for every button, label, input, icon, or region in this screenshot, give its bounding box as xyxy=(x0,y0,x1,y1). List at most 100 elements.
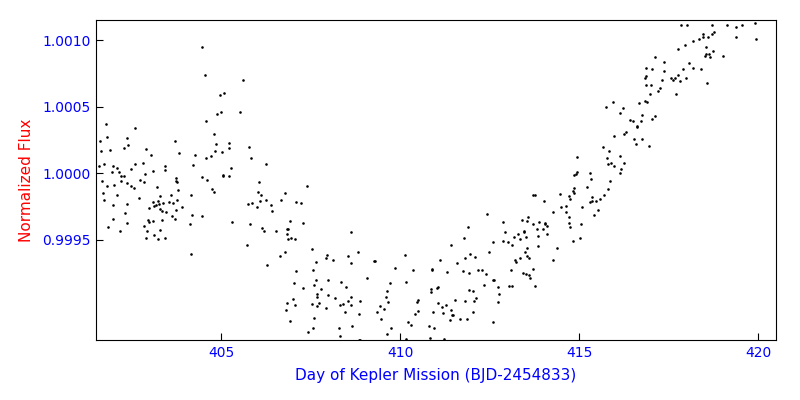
Point xyxy=(254,197,267,204)
Point xyxy=(422,322,435,329)
Point xyxy=(114,178,127,184)
Point xyxy=(677,66,690,72)
Point xyxy=(668,75,681,82)
Point xyxy=(446,312,459,318)
Point xyxy=(630,141,643,148)
Point xyxy=(338,308,351,315)
Point xyxy=(458,235,470,241)
Point xyxy=(510,258,522,265)
Point xyxy=(188,152,201,158)
Point xyxy=(152,235,165,242)
Point xyxy=(585,176,598,182)
Point xyxy=(458,255,471,261)
Point xyxy=(425,286,438,292)
Point xyxy=(463,270,476,276)
Point xyxy=(749,16,762,22)
Point xyxy=(583,199,596,206)
Point xyxy=(121,201,134,207)
Point xyxy=(150,202,162,208)
Point xyxy=(121,141,134,148)
Point xyxy=(486,239,499,245)
Point xyxy=(301,183,314,189)
Point xyxy=(399,279,412,286)
Point xyxy=(518,249,531,256)
Point xyxy=(641,99,654,105)
Point xyxy=(169,138,182,144)
Point xyxy=(368,258,381,264)
Point xyxy=(158,167,171,174)
Point xyxy=(383,280,396,286)
Point xyxy=(121,180,134,186)
Point xyxy=(671,72,684,78)
Point xyxy=(166,213,178,219)
Point xyxy=(456,268,469,274)
Point xyxy=(281,231,294,238)
Point xyxy=(187,162,200,168)
Point xyxy=(675,22,688,28)
Point xyxy=(433,257,446,263)
Point xyxy=(196,44,209,50)
Point xyxy=(265,202,278,208)
Point xyxy=(146,198,159,205)
Point xyxy=(518,228,530,235)
Point xyxy=(223,140,236,146)
Point xyxy=(568,190,581,196)
Point xyxy=(706,22,718,29)
Point xyxy=(586,194,598,200)
Point xyxy=(570,171,582,177)
Point xyxy=(334,279,347,285)
Point xyxy=(426,308,439,315)
Point xyxy=(430,284,443,291)
Point xyxy=(101,183,114,190)
Point xyxy=(519,271,532,277)
Point xyxy=(306,325,319,331)
Point xyxy=(98,197,110,204)
Point xyxy=(445,307,458,314)
Point xyxy=(639,65,652,71)
Point xyxy=(125,182,138,189)
Point xyxy=(156,199,169,206)
Point xyxy=(537,226,550,232)
Point xyxy=(185,192,198,198)
Point xyxy=(140,228,153,234)
Point xyxy=(600,104,613,110)
Point xyxy=(497,238,510,244)
Point xyxy=(302,328,314,335)
Point xyxy=(493,291,506,297)
Point xyxy=(633,99,646,106)
Point xyxy=(646,116,658,122)
Point xyxy=(445,242,458,248)
Point xyxy=(118,144,130,151)
Point xyxy=(410,299,423,305)
Point xyxy=(361,275,374,281)
Point xyxy=(118,172,130,179)
Point xyxy=(210,111,223,118)
Point xyxy=(686,64,699,71)
Point xyxy=(702,34,714,40)
Point xyxy=(353,337,366,344)
Point xyxy=(642,143,655,150)
Point xyxy=(432,341,445,348)
Point xyxy=(327,257,340,264)
Point xyxy=(431,284,444,290)
Point xyxy=(438,336,450,342)
Point xyxy=(555,204,568,210)
Point xyxy=(749,36,762,42)
Point xyxy=(600,155,613,161)
Point xyxy=(382,299,394,305)
Point xyxy=(602,186,614,192)
Point xyxy=(222,173,235,180)
Point xyxy=(314,286,327,292)
Point xyxy=(151,184,164,190)
Point xyxy=(518,228,530,234)
Point xyxy=(476,267,489,273)
Point xyxy=(449,296,462,303)
Point xyxy=(700,44,713,50)
Point xyxy=(208,148,221,155)
Point xyxy=(328,295,341,301)
Point xyxy=(638,98,651,104)
Point xyxy=(446,312,458,318)
Point xyxy=(340,355,353,362)
Point xyxy=(100,134,113,140)
Point xyxy=(529,192,542,198)
